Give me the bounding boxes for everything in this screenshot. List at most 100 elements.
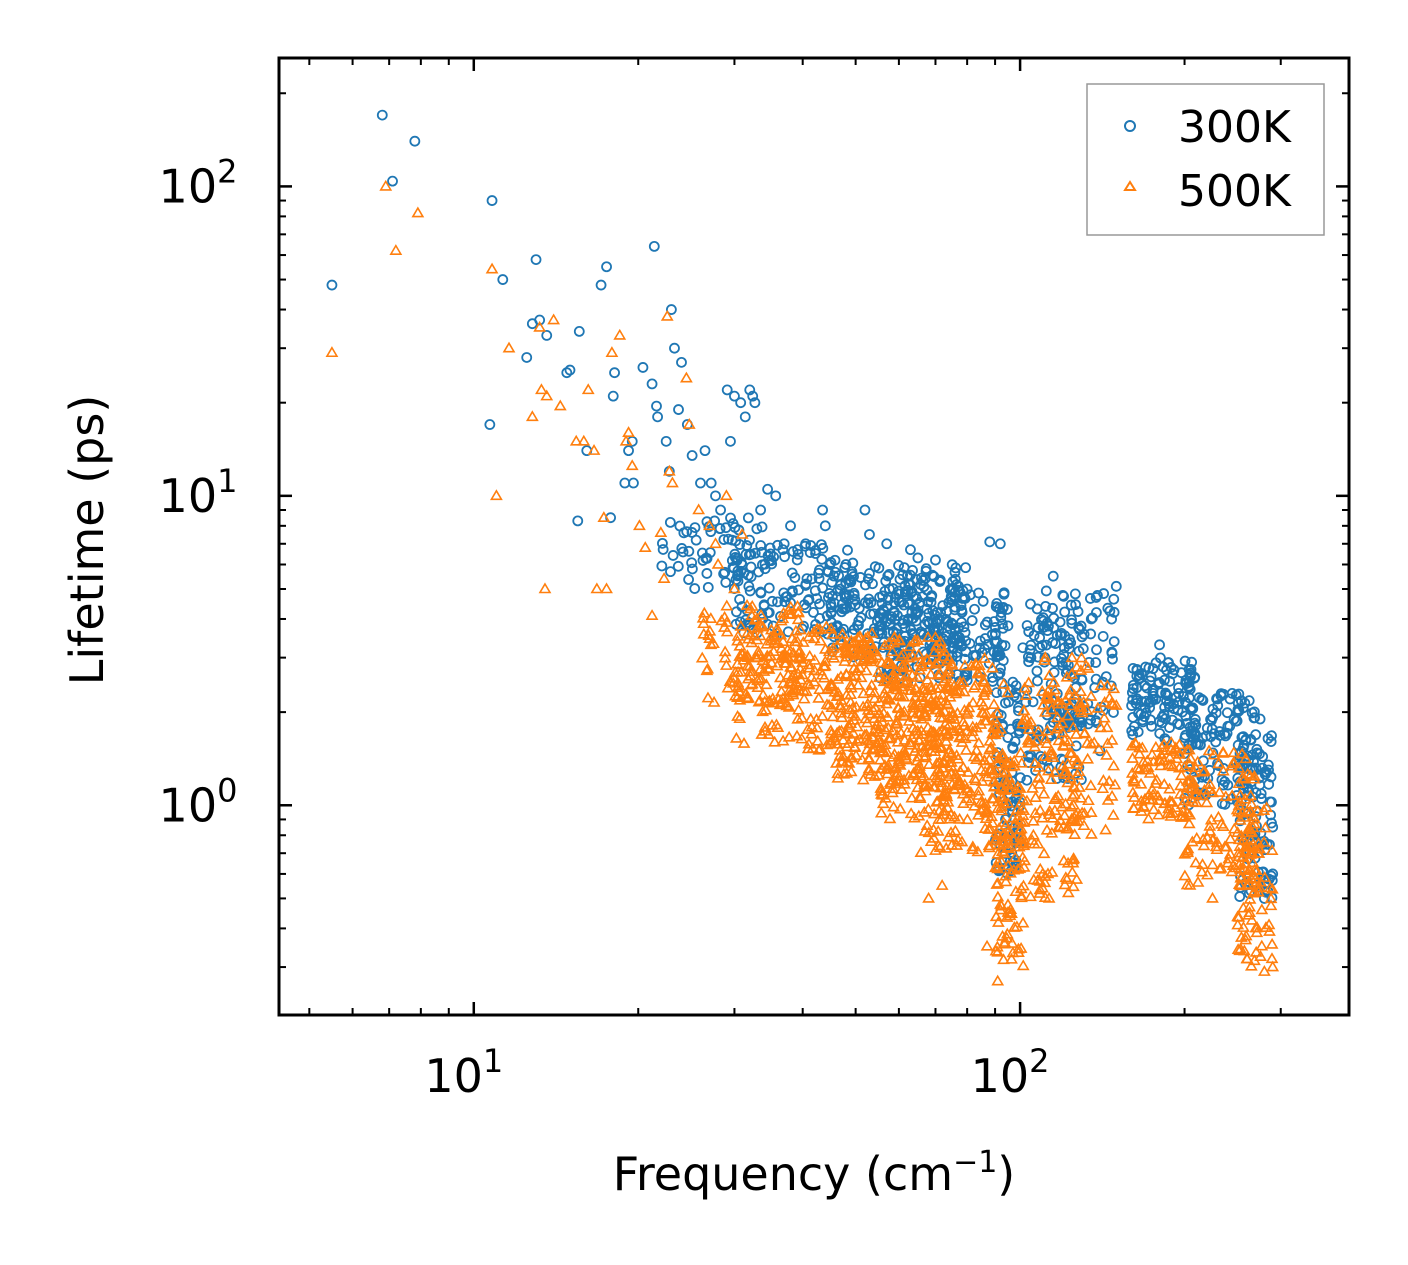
data-point-500k (1020, 794, 1034, 806)
data-point-500k (851, 631, 865, 643)
data-point-500k (929, 681, 943, 693)
data-point-500k (1016, 959, 1030, 971)
data-point-500k (920, 673, 934, 685)
data-point-500k (1233, 795, 1247, 807)
data-point-500k (1071, 754, 1085, 766)
data-point-500k (804, 712, 818, 724)
data-point-500k (859, 712, 873, 724)
data-point-300k (779, 551, 790, 563)
y-tick-label: 101 (159, 462, 238, 523)
data-point-500k (977, 699, 990, 710)
data-point-500k (1255, 939, 1269, 951)
data-point-300k (623, 445, 634, 457)
data-point-500k (1047, 691, 1061, 702)
data-point-300k (1161, 695, 1172, 707)
data-point-500k (955, 835, 969, 847)
data-point-500k (697, 606, 711, 618)
data-point-300k (637, 362, 649, 373)
data-point-500k (972, 736, 986, 748)
data-point-300k (701, 568, 713, 579)
data-point-300k (808, 607, 819, 618)
data-point-500k (1101, 737, 1114, 749)
data-point-500k (1184, 774, 1197, 786)
data-point-500k (1044, 773, 1058, 784)
data-point-500k (666, 476, 679, 488)
data-point-500k (797, 692, 811, 704)
data-point-500k (937, 788, 951, 800)
data-point-300k (1091, 644, 1102, 656)
data-point-500k (997, 677, 1011, 689)
data-point-500k (1098, 695, 1112, 707)
data-point-500k (1040, 689, 1053, 701)
data-point-500k (1242, 908, 1256, 920)
data-point-500k (873, 735, 886, 747)
data-point-500k (982, 822, 996, 834)
data-point-500k (1255, 903, 1269, 915)
data-point-500k (1178, 810, 1192, 822)
data-point-500k (1233, 840, 1247, 851)
data-point-500k (1014, 882, 1028, 894)
data-point-500k (1190, 831, 1204, 843)
data-point-300k (1007, 741, 1019, 753)
data-point-500k (1085, 827, 1098, 839)
data-point-300k (811, 593, 823, 604)
data-point-300k (768, 551, 780, 563)
data-point-300k (601, 261, 612, 273)
data-point-500k (1258, 871, 1272, 882)
data-point-500k (868, 770, 882, 781)
data-point-300k (876, 597, 888, 609)
data-point-500k (838, 655, 852, 666)
data-point-500k (785, 632, 799, 644)
data-point-500k (905, 668, 919, 680)
data-point-500k (1235, 806, 1249, 818)
data-point-300k (1262, 759, 1274, 771)
data-point-500k (958, 659, 972, 671)
data-point-500k (794, 673, 808, 685)
data-point-300k (829, 566, 841, 578)
data-point-300k (989, 628, 1001, 639)
data-point-500k (891, 735, 905, 747)
data-point-500k (1164, 743, 1178, 755)
data-point-500k (1019, 689, 1033, 700)
data-point-500k (1146, 788, 1160, 800)
data-point-500k (910, 670, 924, 682)
data-point-300k (1090, 657, 1102, 668)
data-point-500k (1001, 686, 1015, 698)
data-point-500k (750, 633, 764, 645)
data-point-500k (846, 726, 860, 738)
data-point-500k (867, 704, 880, 716)
data-point-500k (850, 734, 864, 746)
data-point-500k (840, 766, 854, 778)
data-point-500k (700, 664, 714, 676)
data-point-300k (744, 384, 756, 396)
data-point-500k (1077, 819, 1091, 831)
data-point-500k (1029, 791, 1043, 803)
data-point-300k (1221, 727, 1233, 739)
data-point-500k (987, 698, 1001, 709)
data-point-300k (697, 555, 709, 566)
data-point-300k (1226, 687, 1238, 699)
data-point-500k (955, 736, 969, 747)
data-point-500k (1127, 802, 1141, 813)
data-point-300k (749, 547, 761, 559)
data-point-300k (695, 477, 706, 489)
data-point-500k (1011, 785, 1024, 797)
data-point-500k (791, 635, 804, 646)
data-point-500k (1189, 783, 1203, 795)
data-point-300k (964, 589, 976, 601)
data-point-500k (886, 724, 900, 736)
data-point-300k (1085, 613, 1097, 625)
data-point-300k (1214, 726, 1225, 737)
data-point-500k (1251, 846, 1265, 858)
data-point-300k (859, 597, 871, 608)
data-point-500k (880, 655, 894, 667)
data-point-500k (1227, 746, 1241, 758)
data-point-500k (759, 703, 773, 715)
data-point-300k (991, 649, 1003, 661)
data-point-500k (1035, 684, 1049, 696)
data-point-500k (826, 641, 840, 653)
data-point-300k (881, 538, 893, 550)
data-point-300k (930, 554, 941, 566)
data-point-500k (720, 599, 734, 611)
data-point-300k (860, 579, 871, 591)
